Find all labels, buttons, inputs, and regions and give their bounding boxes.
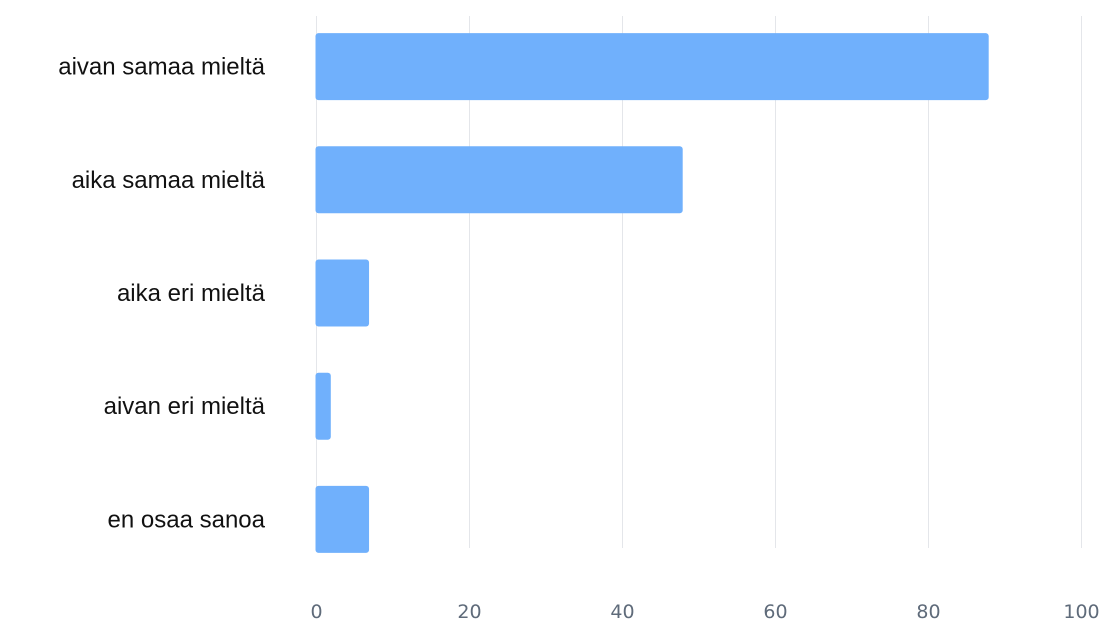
x-tick-label: 40 (610, 601, 634, 623)
category-label: aika samaa mieltä (72, 167, 266, 194)
x-tick-label: 100 (1063, 601, 1099, 623)
category-label: en osaa sanoa (108, 506, 266, 533)
x-tick-label: 20 (457, 601, 481, 623)
x-tick-label: 80 (916, 601, 940, 623)
x-tick-label: 0 (310, 601, 322, 623)
bar[interactable] (315, 146, 683, 214)
grid-layer (316, 16, 1082, 548)
bar[interactable] (315, 372, 331, 440)
bar[interactable] (315, 33, 989, 101)
category-label: aivan eri mieltä (104, 393, 266, 420)
category-labels: aivan samaa mieltä aika samaa mieltä aika … (58, 54, 265, 534)
bars-layer (315, 33, 989, 553)
x-axis-tick-labels: 0 20 40 60 80 100 (310, 601, 1099, 623)
bar[interactable] (315, 259, 370, 327)
category-label: aika eri mieltä (117, 280, 266, 307)
x-tick-label: 60 (763, 601, 787, 623)
category-label: aivan samaa mieltä (58, 54, 265, 81)
bar[interactable] (315, 485, 370, 553)
